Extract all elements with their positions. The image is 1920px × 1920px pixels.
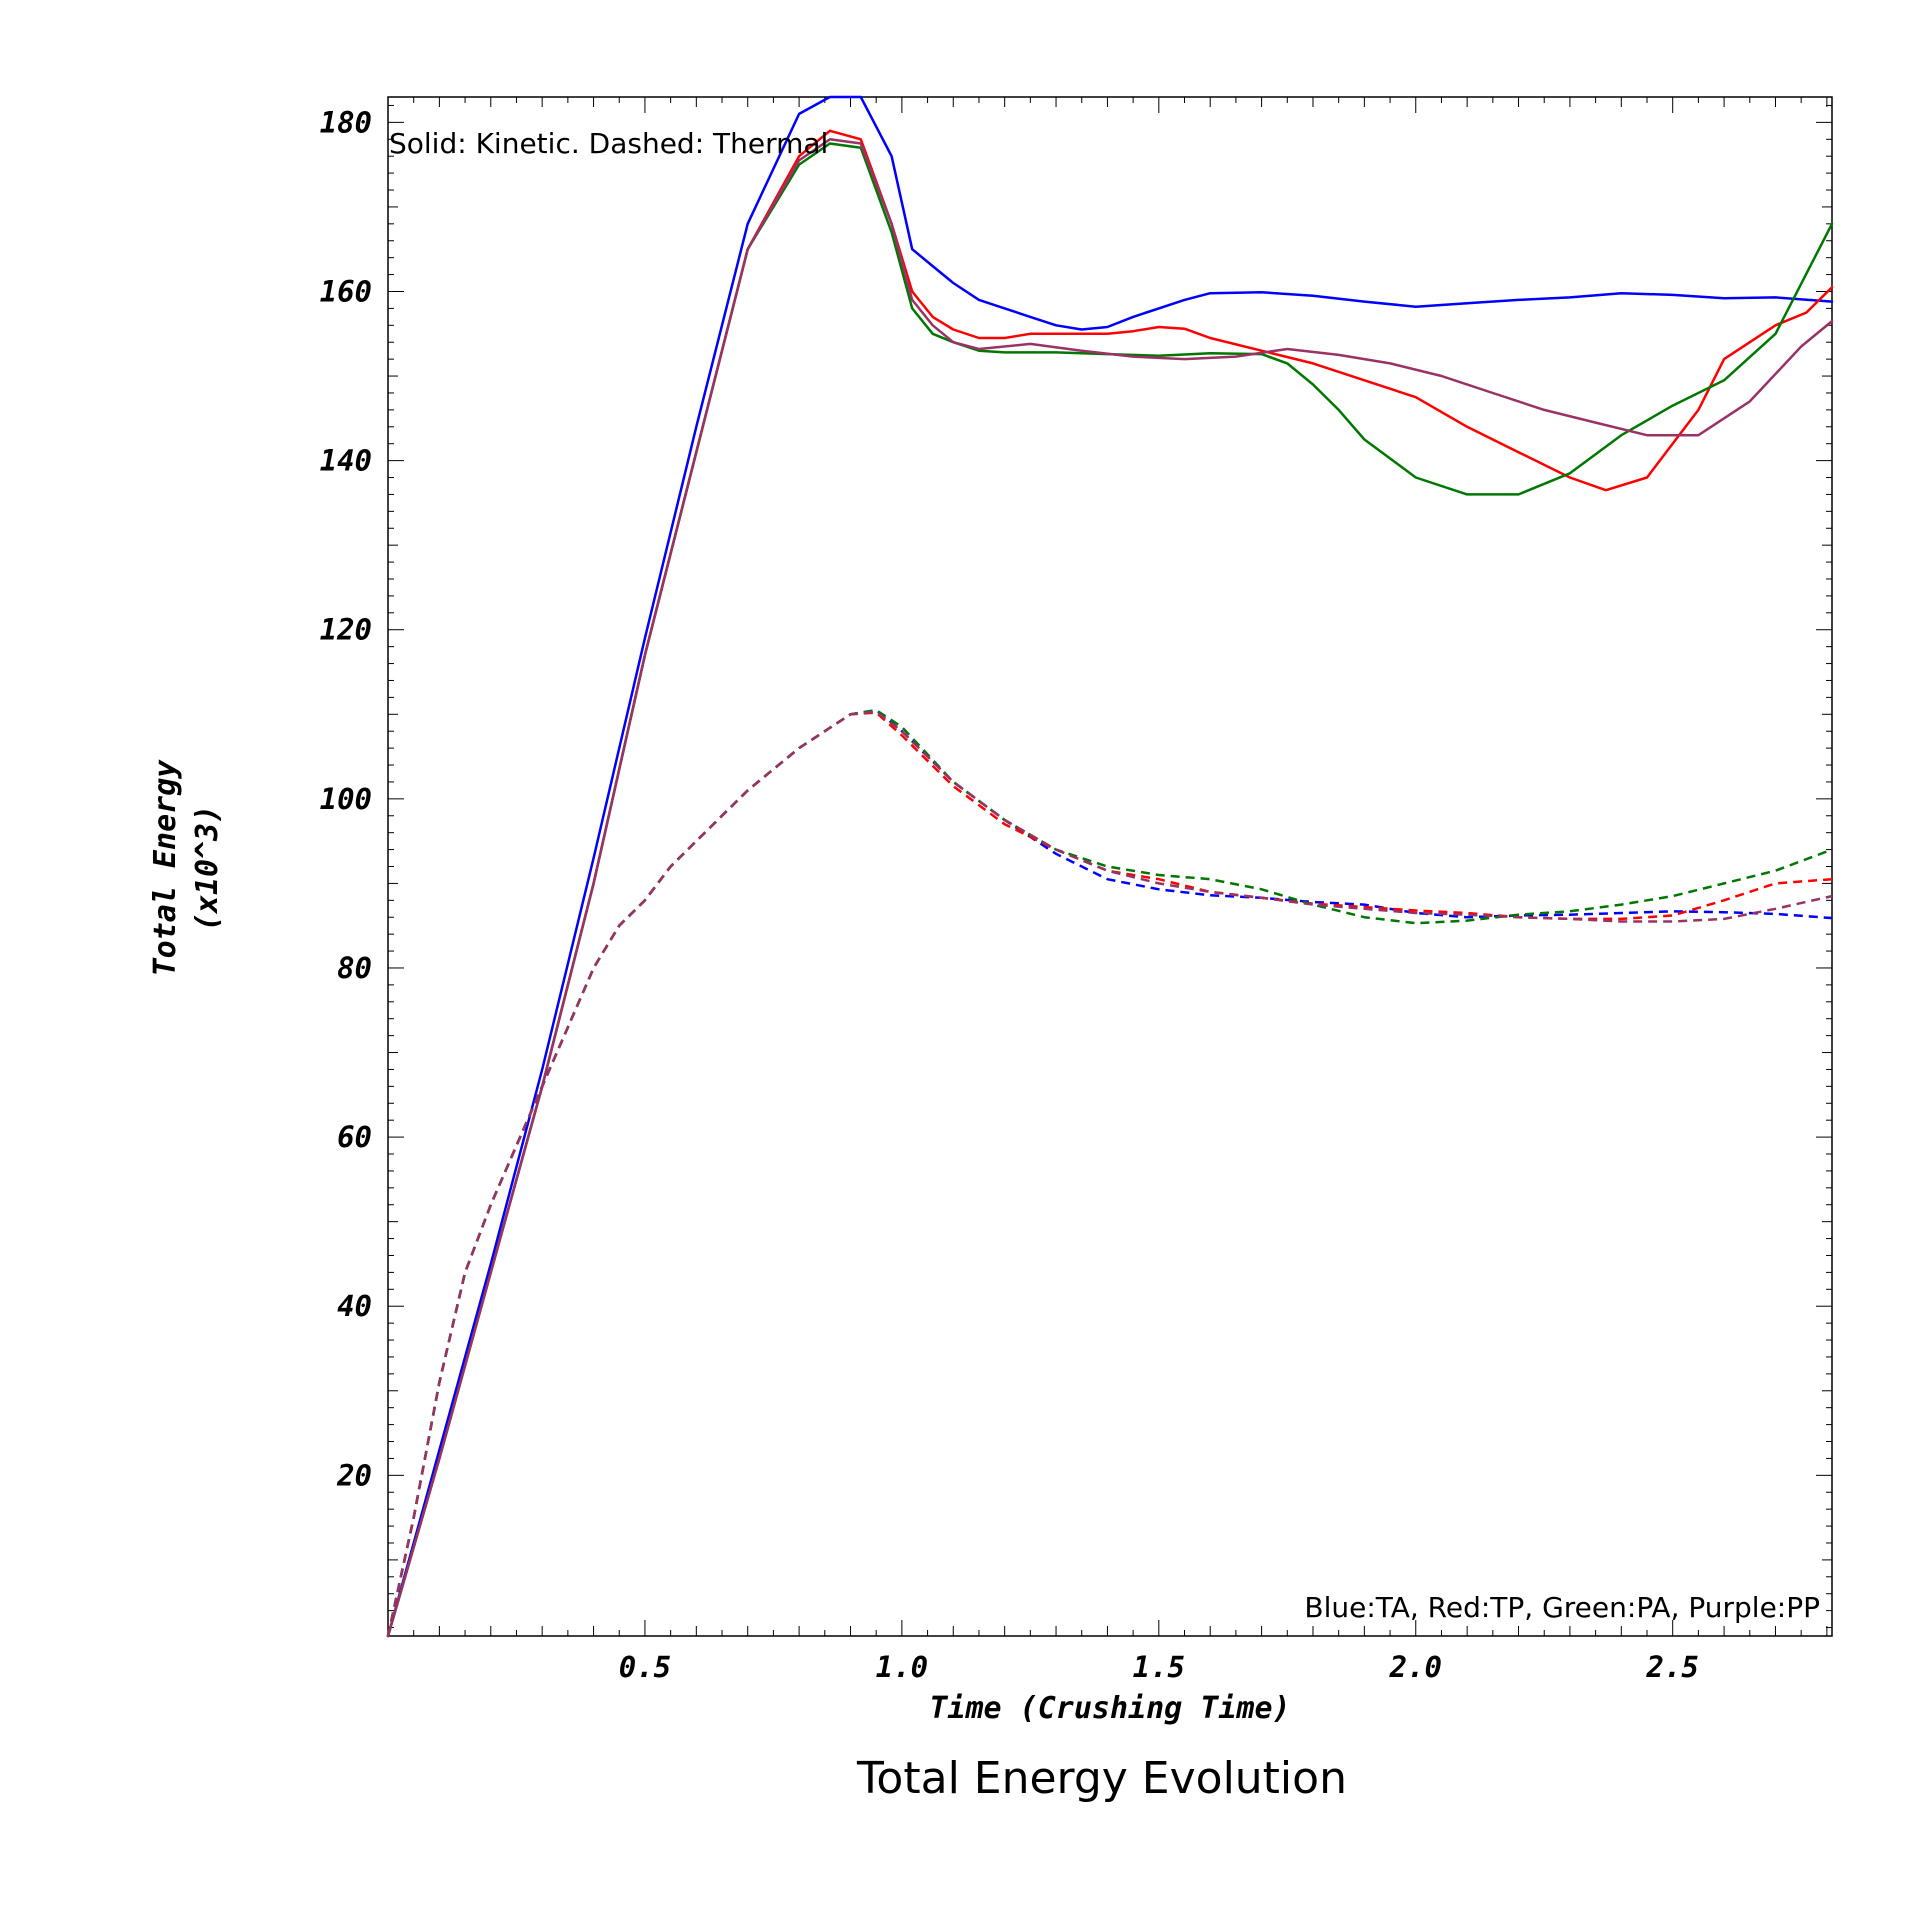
axis-ticks: 20 40 60 80 100 120 140 160 180 0.5 1.0 1.5 2.0 2.5 — [320, 97, 1832, 1684]
y-tick-label: 140 — [320, 444, 372, 478]
y-tick-label: 20 — [336, 1458, 372, 1492]
y-tick-label: 100 — [320, 782, 372, 816]
series-tp-kinetic — [386, 129, 1834, 1638]
chart-title: Total Energy Evolution — [856, 1753, 1347, 1804]
series-pa-thermal — [386, 708, 1833, 1637]
y-tick-label: 160 — [320, 274, 372, 308]
y-axis-title-line2: (x10^3) — [190, 805, 225, 931]
series-ta-kinetic — [386, 95, 1834, 1638]
x-tick-label: 2.0 — [1389, 1650, 1442, 1684]
y-tick-label: 40 — [337, 1289, 372, 1323]
y-tick-label: 60 — [337, 1120, 372, 1154]
annotation-bottom-right: Blue:TA, Red:TP, Green:PA, Purple:PP — [1304, 1591, 1820, 1624]
series-lines — [386, 95, 1834, 1638]
annotation-top-left: Solid: Kinetic. Dashed: Thermal — [389, 127, 828, 160]
y-axis-title-line1: Total Energy — [148, 759, 183, 977]
x-tick-label: 2.5 — [1646, 1650, 1699, 1684]
series-tp-thermal — [386, 711, 1833, 1637]
plot-frame — [387, 96, 1833, 1637]
series-pa-kinetic — [386, 142, 1834, 1638]
y-axis-title: Total Energy (x10^3) — [148, 759, 225, 977]
y-tick-label: 80 — [337, 951, 372, 985]
y-tick-label: 120 — [320, 613, 372, 647]
y-tick-label: 180 — [320, 105, 372, 139]
series-pp-thermal — [386, 710, 1833, 1637]
x-tick-label: 1.5 — [1133, 1650, 1185, 1684]
x-tick-label: 1.0 — [876, 1650, 928, 1684]
x-tick-label: 0.5 — [619, 1650, 671, 1684]
x-axis-title: Time (Crushing Time) — [929, 1691, 1290, 1726]
series-ta-thermal — [386, 708, 1833, 1637]
series-pp-kinetic — [386, 138, 1834, 1638]
